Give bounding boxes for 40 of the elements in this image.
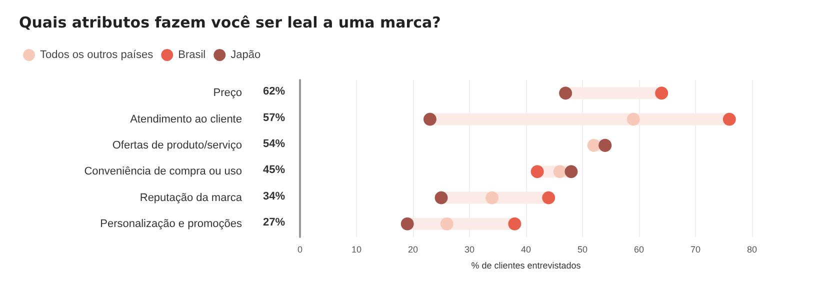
x-tick-label: 20 [408,244,418,254]
x-tick-label: 0 [297,244,303,254]
chart-title: Quais atributos fazem você ser leal a uma marca? [19,14,441,32]
text: 54% [262,138,286,150]
y-tick-label: Ofertas de produto/serviço [112,139,242,152]
legend-label: Japão [230,49,261,61]
point [564,165,578,178]
point [542,191,556,204]
text: 45% [262,164,286,176]
x-axis-title: % de clientes entrevistados [471,260,582,270]
x-tick-label: 30 [464,244,475,254]
y-tick-label: Conveniência de compra ou uso [84,166,242,178]
point [434,191,448,204]
point [423,112,436,126]
y-tick-label: Atendimento ao cliente [130,113,242,126]
legend-label: Brasil [178,49,206,61]
point [530,165,544,178]
x-tick-label: 60 [634,244,644,254]
text: 57% [262,112,286,124]
y-tick-label: Personalização e promoções [100,218,242,230]
point [400,217,414,230]
point [553,165,566,178]
text: 27% [262,216,286,228]
point [440,217,454,230]
point [722,112,736,126]
x-tick-label: 80 [746,244,758,254]
point [587,138,600,152]
point [508,217,522,230]
x-tick-label: 50 [577,244,588,254]
x-tick-label: 40 [520,244,532,254]
x-tick-label: 10 [351,244,362,254]
x-tick-label: 70 [690,244,701,254]
text: 62% [262,86,286,98]
point [626,112,640,126]
legend-label: Todos os outros países [40,49,154,61]
y-tick-label: Reputação da marca [140,192,243,204]
y-tick-label: Preço [213,87,242,100]
point [559,86,572,100]
text: 34% [262,190,286,202]
point [486,191,499,204]
